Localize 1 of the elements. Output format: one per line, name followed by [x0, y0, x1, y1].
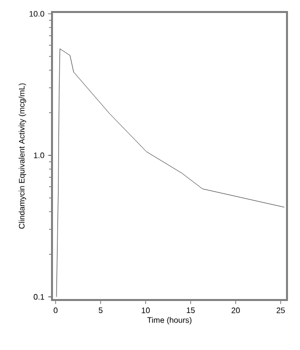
line-series: [56, 48, 284, 298]
